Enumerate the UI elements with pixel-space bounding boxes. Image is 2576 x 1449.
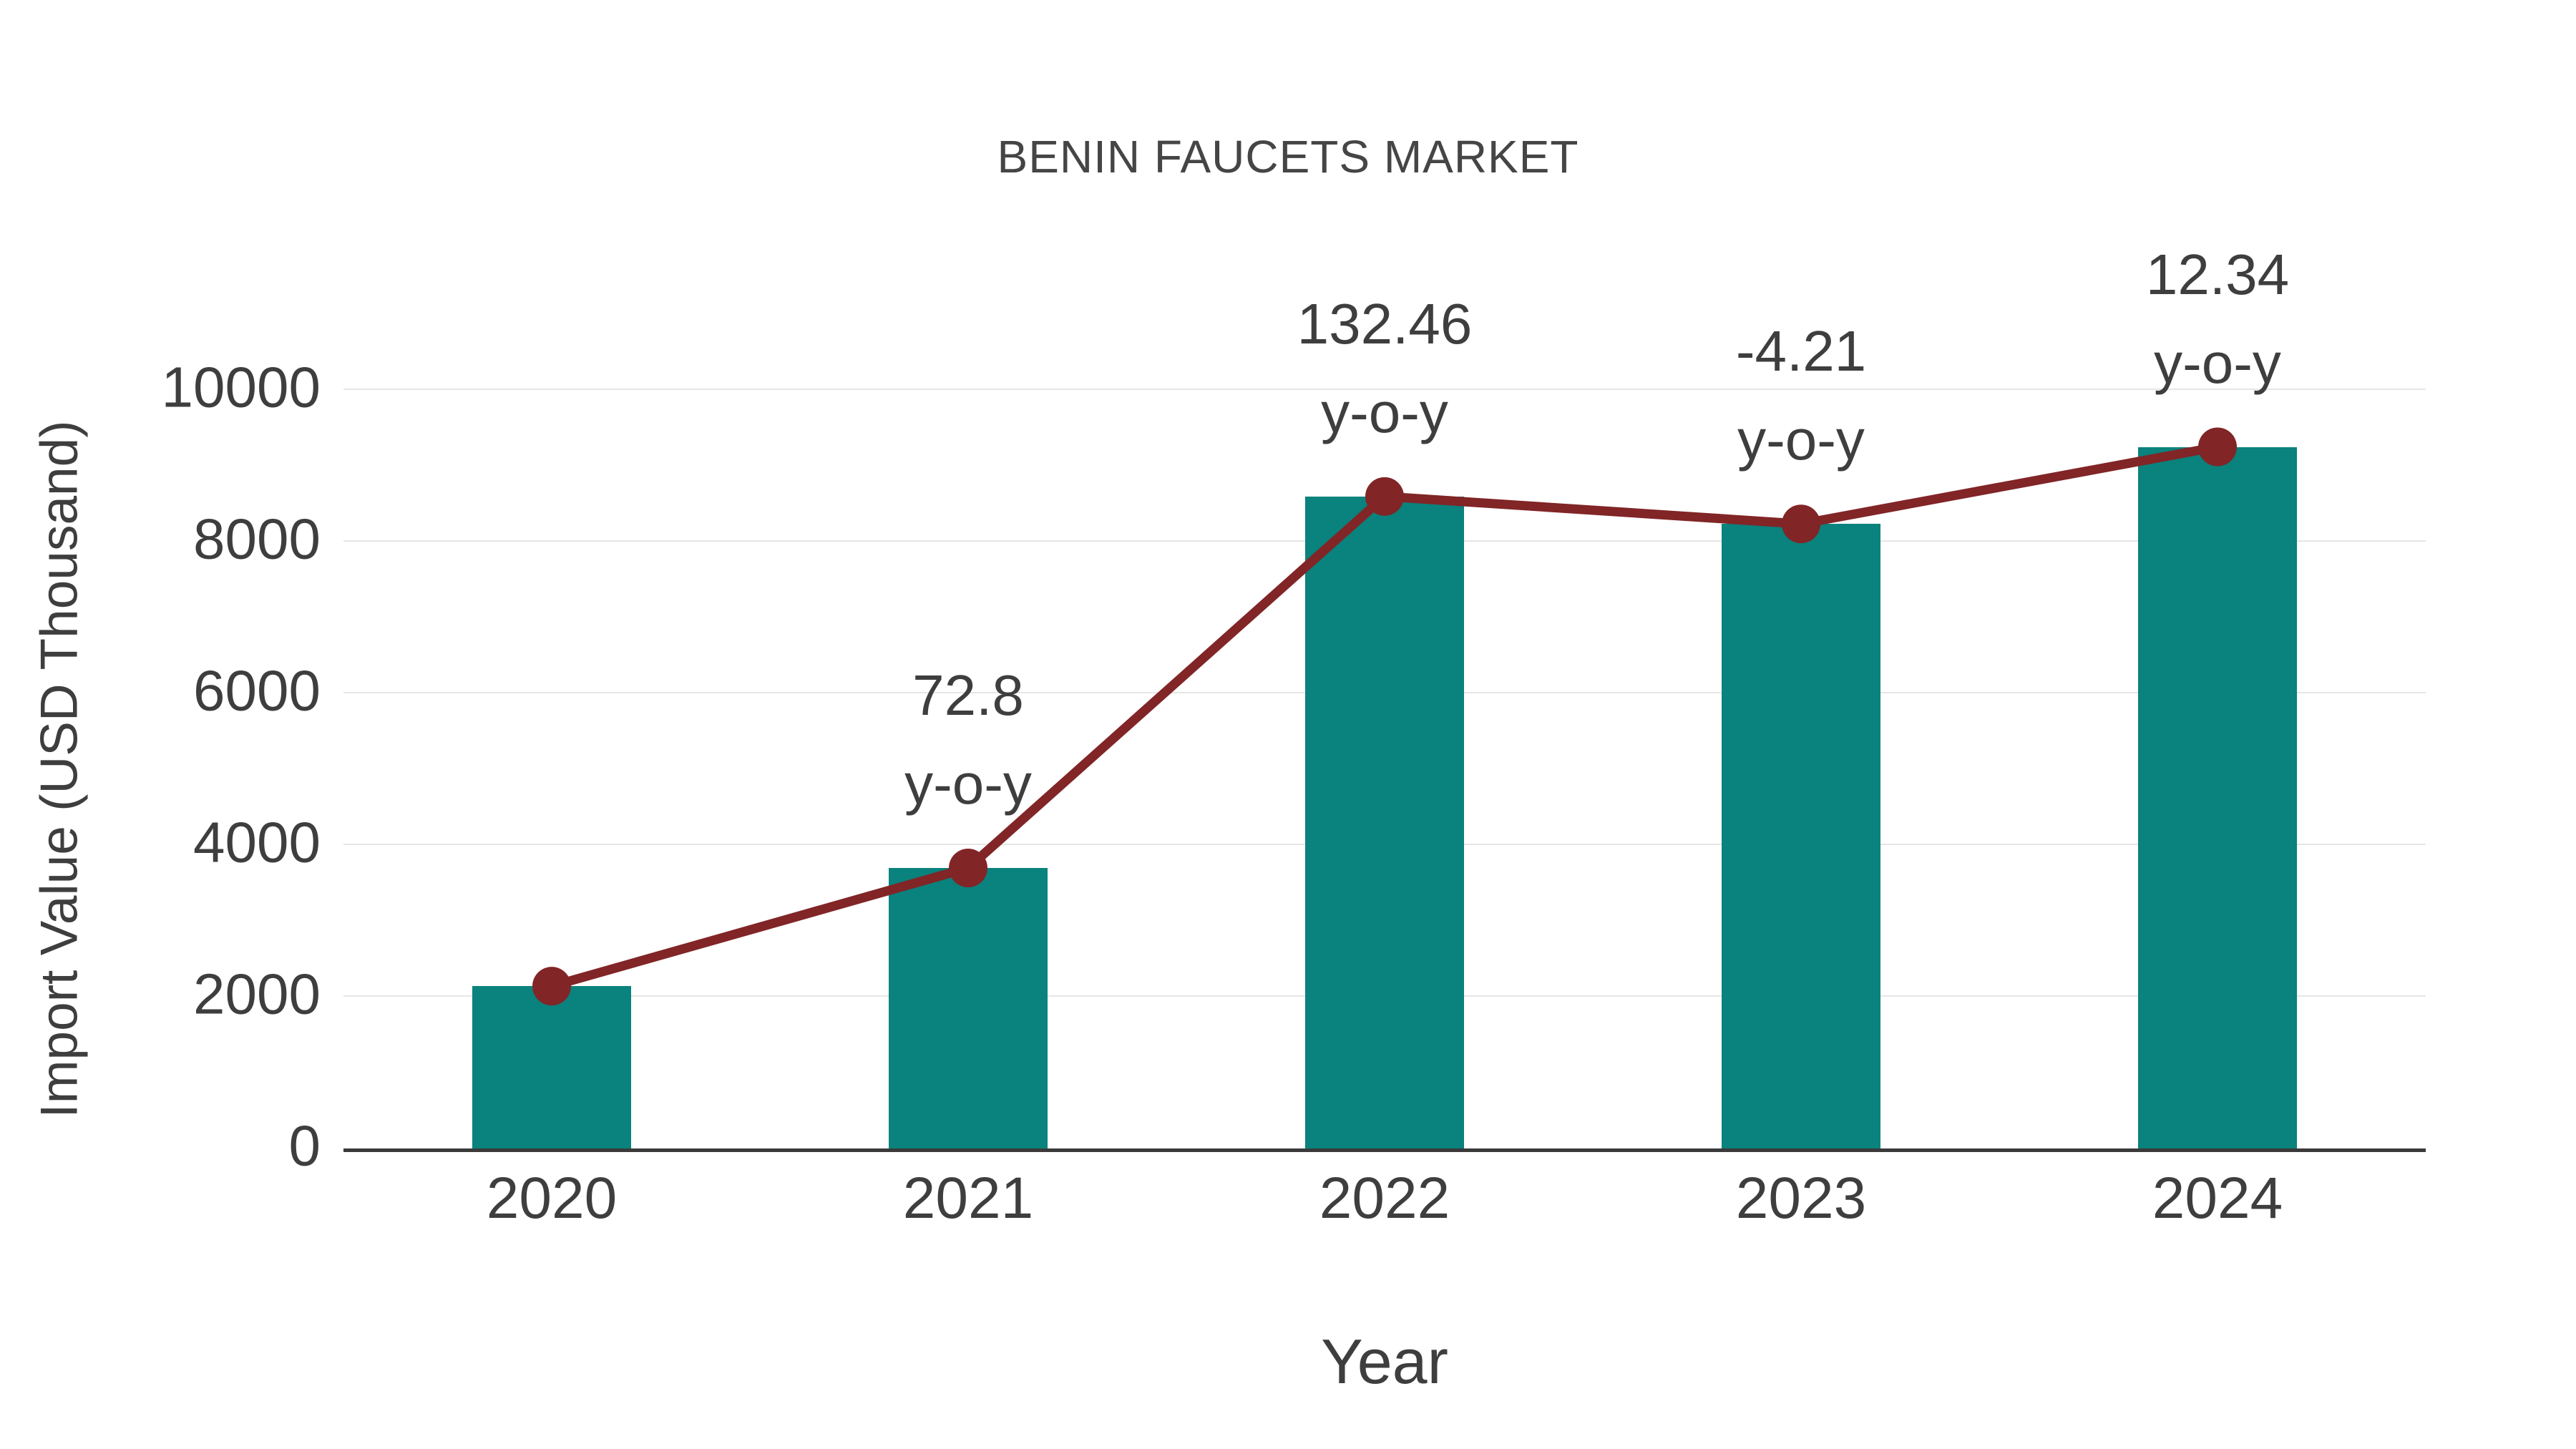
y-tick-label-2000: 2000	[193, 962, 321, 1026]
data-point-marker-2022	[1365, 477, 1404, 516]
x-axis-label: Year	[1321, 1326, 1448, 1397]
yoy-unit: y-o-y	[2154, 331, 2281, 395]
data-point-marker-2024	[2198, 427, 2237, 467]
y-tick-label-4000: 4000	[193, 810, 321, 874]
yoy-value: 12.34	[2145, 242, 2290, 306]
y-tick-label-10000: 10000	[161, 355, 321, 419]
yoy-annotation-2022: 132.46 y-o-y	[1297, 280, 1473, 457]
yoy-annotation-2024: 12.34 y-o-y	[2146, 230, 2289, 408]
x-tick-label-2021: 2021	[902, 1166, 1034, 1231]
yoy-annotation-2023: -4.21 y-o-y	[1736, 307, 1866, 484]
x-tick-label-2022: 2022	[1319, 1166, 1450, 1231]
data-point-marker-2020	[532, 967, 571, 1006]
data-point-marker-2021	[949, 849, 987, 888]
yoy-value: -4.21	[1735, 319, 1867, 384]
yoy-value: 132.46	[1297, 291, 1473, 356]
x-tick-label-2023: 2023	[1735, 1166, 1867, 1231]
yoy-unit: y-o-y	[1321, 380, 1448, 444]
bar-2020	[472, 986, 631, 1148]
x-tick-label-2020: 2020	[486, 1166, 618, 1231]
bar-2022	[1305, 496, 1464, 1148]
bar-2023	[1722, 524, 1880, 1148]
trend-line-layer	[532, 427, 2237, 1006]
x-tick-label-2024: 2024	[2152, 1166, 2283, 1231]
yoy-unit: y-o-y	[1737, 408, 1865, 472]
gridline-y-10000	[343, 389, 2426, 390]
yoy-annotation-2021: 72.8 y-o-y	[904, 651, 1032, 829]
yoy-unit: y-o-y	[904, 752, 1032, 816]
y-tick-label-0: 0	[288, 1113, 321, 1178]
plot-area	[343, 389, 2426, 1152]
bar-2024	[2138, 447, 2297, 1148]
bar-2021	[889, 868, 1048, 1148]
data-point-marker-2023	[1782, 504, 1820, 544]
chart-title: BENIN FAUCETS MARKET	[997, 131, 1579, 182]
yoy-value: 72.8	[912, 663, 1024, 728]
trend-line	[550, 442, 2219, 991]
y-tick-label-6000: 6000	[193, 658, 321, 723]
y-tick-label-8000: 8000	[193, 507, 321, 571]
